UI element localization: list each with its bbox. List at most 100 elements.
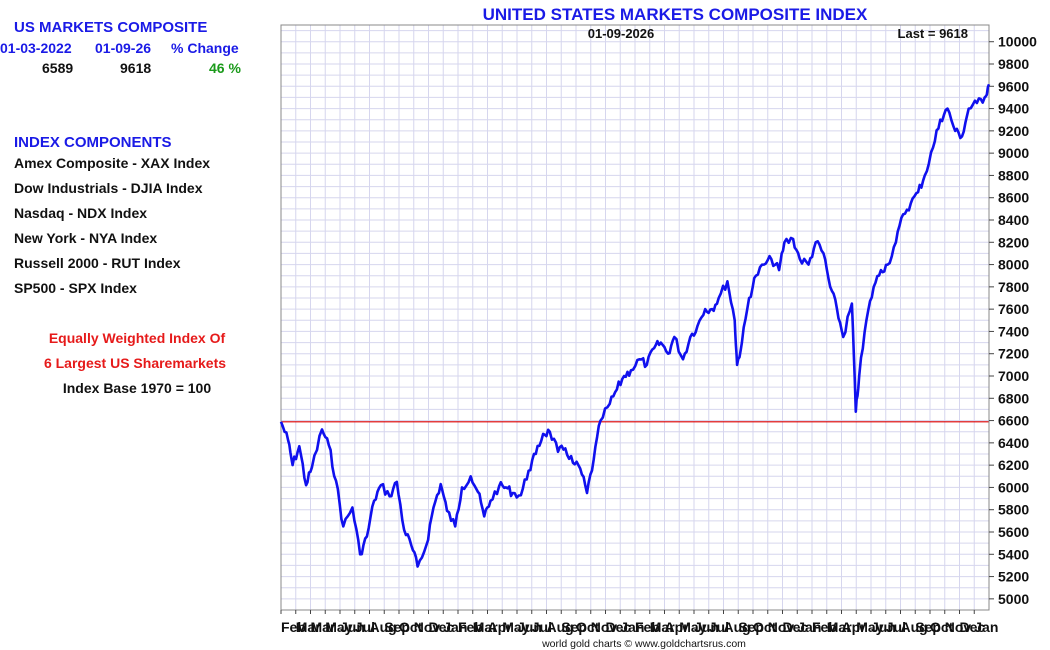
x-tick-label: Feb [635,619,660,635]
summary-end-date: 01-09-26 [95,40,152,56]
y-tick-label: 6400 [998,435,1029,451]
note-line-2: 6 Largest US Sharemarkets [43,355,227,371]
x-axis: FebMarMarMayJunJulAugSepOctNovDecJanFebM… [280,610,998,635]
grid [280,25,990,610]
y-axis: 5000 5200 5400 5600 5800 6000 6200 6400 6600 6800… [989,34,1037,607]
y-tick-label: 8000 [998,257,1029,273]
x-tick-label: Mar [650,619,675,635]
y-tick-label: 5600 [998,524,1029,540]
x-tick-label: Dec [429,619,455,635]
y-tick-label: 6200 [998,457,1029,473]
x-tick-label: Mar [311,619,336,635]
x-tick-label: Nov [591,619,618,635]
chart-footer: world gold charts © www.goldchartsrus.co… [541,638,746,650]
summary-change-value: 46 % [209,60,241,76]
x-tick-label: Sep [915,619,941,635]
y-tick-label: 9400 [998,101,1029,117]
x-tick-label: Mar [296,619,321,635]
x-tick-label: May [856,619,883,635]
component-item: Amex Composite - XAX Index [14,155,211,171]
note-line-1: Equally Weighted Index Of [48,330,226,346]
x-tick-label: Oct [753,619,777,635]
component-item: Russell 2000 - RUT Index [14,255,181,271]
y-tick-label: 8200 [998,234,1029,250]
chart-date-label: 01-09-2026 [588,26,655,41]
y-tick-label: 5000 [998,591,1029,607]
y-tick-label: 6000 [998,479,1029,495]
x-tick-label: Nov [414,619,441,635]
x-tick-label: Mar [827,619,852,635]
x-tick-label: Dec [606,619,632,635]
y-tick-label: 7600 [998,301,1029,317]
y-tick-label: 5800 [998,502,1029,518]
x-tick-label: May [679,619,706,635]
x-tick-label: Nov [768,619,795,635]
x-tick-label: Aug [547,619,574,635]
x-tick-label: Oct [930,619,954,635]
y-tick-label: 7000 [998,368,1029,384]
x-tick-label: Jun [517,619,542,635]
x-tick-label: Jul [532,619,552,635]
components-title: INDEX COMPONENTS [14,134,172,151]
x-tick-label: Jul [886,619,906,635]
x-tick-label: Mar [473,619,498,635]
summary-end-value: 9618 [120,60,152,76]
x-tick-label: Sep [384,619,410,635]
chart-title: UNITED STATES MARKETS COMPOSITE INDEX [483,5,868,24]
y-tick-label: 7800 [998,279,1029,295]
y-tick-label: 5400 [998,546,1029,562]
x-tick-label: Dec [960,619,986,635]
y-tick-label: 5200 [998,569,1029,585]
x-tick-label: Jan [443,619,467,635]
y-tick-label: 9800 [998,56,1029,72]
last-value-label: Last = 9618 [898,26,968,41]
summary-start-date: 01-03-2022 [0,40,72,56]
component-item: Nasdaq - NDX Index [14,205,148,221]
x-tick-label: Jun [871,619,896,635]
y-tick-label: 8400 [998,212,1029,228]
x-tick-label: Apr [665,619,690,635]
x-tick-label: Oct [399,619,423,635]
y-tick-label: 9600 [998,78,1029,94]
x-tick-label: Aug [901,619,928,635]
summary-title: US MARKETS COMPOSITE [14,19,208,36]
x-tick-label: Jul [709,619,729,635]
x-tick-label: Jan [797,619,821,635]
x-tick-label: Feb [281,619,306,635]
x-tick-label: Apr [488,619,513,635]
x-tick-label: May [502,619,529,635]
y-tick-label: 8800 [998,167,1029,183]
x-tick-label: Aug [724,619,751,635]
note-line-3: Index Base 1970 = 100 [62,380,212,396]
x-tick-label: Feb [458,619,483,635]
x-tick-label: Dec [783,619,809,635]
x-tick-label: Feb [812,619,837,635]
x-tick-label: Nov [945,619,972,635]
x-tick-label: Oct [576,619,600,635]
x-tick-label: Jan [974,619,998,635]
y-tick-label: 9200 [998,123,1029,139]
x-tick-label: Apr [842,619,867,635]
y-tick-label: 7400 [998,323,1029,339]
x-tick-label: Sep [561,619,587,635]
x-tick-label: Jan [620,619,644,635]
x-tick-label: Jun [694,619,719,635]
component-item: SP500 - SPX Index [14,280,137,296]
x-tick-label: Aug [370,619,397,635]
y-tick-label: 10000 [998,34,1037,50]
summary-start-value: 6589 [42,60,74,76]
y-tick-label: 8600 [998,190,1029,206]
series-line [279,83,991,568]
y-tick-label: 6600 [998,413,1029,429]
x-tick-label: Jul [355,619,375,635]
y-tick-label: 7200 [998,346,1029,362]
component-item: New York - NYA Index [14,230,158,246]
x-tick-label: May [325,619,352,635]
y-tick-label: 9000 [998,145,1029,161]
x-tick-label: Jun [340,619,365,635]
x-tick-label: Sep [738,619,764,635]
summary-change-header: % Change [171,40,239,56]
y-tick-label: 6800 [998,390,1029,406]
component-item: Dow Industrials - DJIA Index [14,180,203,196]
